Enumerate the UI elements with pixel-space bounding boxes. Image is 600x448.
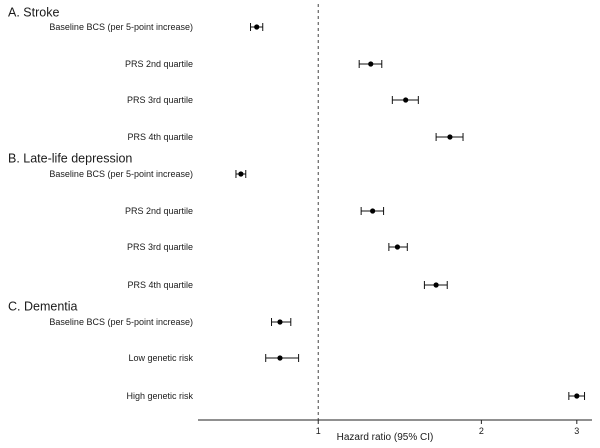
x-tick-label: 2 bbox=[479, 426, 484, 436]
hazard-ratio-point bbox=[368, 61, 374, 67]
forest-row: High genetic risk bbox=[126, 391, 586, 401]
row-label: PRS 4th quartile bbox=[127, 280, 193, 290]
row-label: PRS 2nd quartile bbox=[125, 206, 193, 216]
row-label: Baseline BCS (per 5-point increase) bbox=[49, 317, 193, 327]
x-axis: 1 2 3 bbox=[198, 419, 592, 436]
forest-row: PRS 3rd quartile bbox=[127, 242, 408, 252]
row-label: Baseline BCS (per 5-point increase) bbox=[49, 169, 193, 179]
row-label: High genetic risk bbox=[126, 391, 193, 401]
section-title: C. Dementia bbox=[8, 300, 78, 314]
hazard-ratio-point bbox=[447, 134, 453, 140]
x-tick-label: 3 bbox=[574, 426, 579, 436]
row-label: PRS 3rd quartile bbox=[127, 95, 193, 105]
hazard-ratio-point bbox=[254, 24, 260, 30]
row-label: Baseline BCS (per 5-point increase) bbox=[49, 22, 193, 32]
section-labels: A. Stroke B. Late-life depression C. Demen… bbox=[8, 6, 132, 314]
row-label: PRS 2nd quartile bbox=[125, 59, 193, 69]
hazard-ratio-point bbox=[433, 282, 439, 288]
forest-row: PRS 3rd quartile bbox=[127, 95, 419, 105]
hazard-ratio-point bbox=[394, 244, 401, 250]
forest-row: Baseline BCS (per 5-point increase) bbox=[49, 169, 247, 179]
hazard-ratio-point bbox=[403, 97, 409, 103]
hazard-ratio-point bbox=[574, 393, 580, 399]
hazard-ratio-point bbox=[238, 171, 244, 177]
row-label: PRS 4th quartile bbox=[127, 132, 193, 142]
forest-row: PRS 4th quartile bbox=[127, 280, 448, 290]
forest-row: Baseline BCS (per 5-point increase) bbox=[49, 317, 292, 327]
forest-row: PRS 4th quartile bbox=[127, 132, 464, 142]
x-axis-title: Hazard ratio (95% CI) bbox=[337, 432, 434, 443]
forest-row: Low genetic risk bbox=[128, 353, 300, 363]
row-label: PRS 3rd quartile bbox=[127, 242, 193, 252]
x-tick-label: 1 bbox=[316, 426, 321, 436]
section-title: B. Late-life depression bbox=[8, 152, 132, 166]
hazard-ratio-point bbox=[370, 208, 376, 214]
forest-rows: Baseline BCS (per 5-point increase) PRS 2… bbox=[49, 22, 586, 401]
hazard-ratio-point bbox=[277, 355, 283, 361]
forest-row: PRS 2nd quartile bbox=[125, 59, 383, 69]
hazard-ratio-point bbox=[277, 319, 283, 325]
forest-row: Baseline BCS (per 5-point increase) bbox=[49, 22, 264, 32]
forest-row: PRS 2nd quartile bbox=[125, 206, 385, 216]
row-label: Low genetic risk bbox=[128, 353, 193, 363]
section-title: A. Stroke bbox=[8, 6, 59, 20]
